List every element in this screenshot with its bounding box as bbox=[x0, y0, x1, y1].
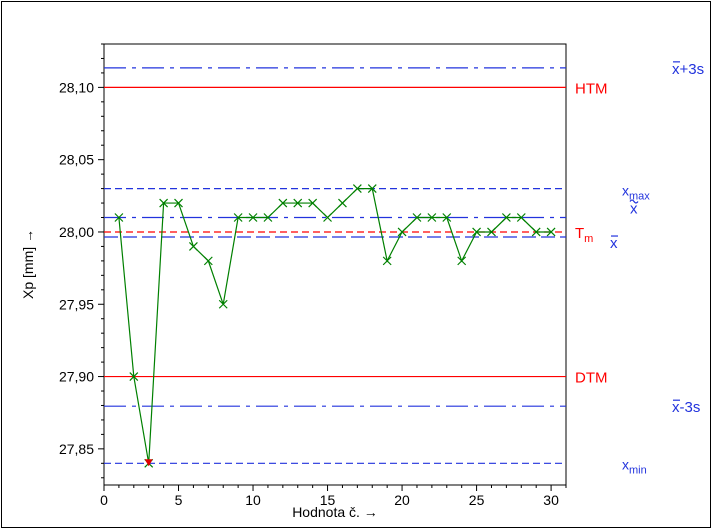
y-tick-label: 28,00 bbox=[59, 224, 94, 240]
reference-label: x bbox=[630, 201, 638, 218]
reference-label: Tm bbox=[575, 225, 593, 245]
data-point bbox=[174, 198, 183, 208]
reference-label-text: T bbox=[575, 225, 584, 242]
reference-label-text: x bbox=[630, 201, 638, 218]
data-point bbox=[218, 299, 228, 309]
data-point bbox=[382, 256, 392, 266]
reference-label-text: x bbox=[610, 235, 618, 252]
data-point bbox=[114, 213, 124, 222]
data-point bbox=[338, 198, 347, 208]
reference-label-text: x bbox=[622, 183, 629, 199]
data-point bbox=[546, 227, 556, 237]
data-point bbox=[233, 213, 243, 222]
reference-label-subscript: max bbox=[629, 191, 650, 203]
data-point bbox=[427, 213, 437, 222]
data-point bbox=[129, 372, 139, 381]
data-point bbox=[203, 256, 213, 266]
data-point bbox=[352, 184, 362, 194]
data-point bbox=[442, 213, 452, 222]
x-tick-label: 25 bbox=[469, 492, 485, 508]
data-point bbox=[248, 213, 258, 222]
data-point bbox=[367, 184, 377, 194]
reference-label: xmax bbox=[622, 183, 650, 203]
y-tick-label: 27,95 bbox=[59, 296, 94, 312]
plot-area bbox=[103, 43, 567, 486]
reference-label-prefix: x bbox=[672, 399, 680, 416]
data-point bbox=[397, 227, 407, 237]
data-point bbox=[293, 198, 303, 208]
y-axis: 27,85 27,90 27,95 28,00 28,05 28,10 bbox=[59, 43, 104, 479]
reference-label: DTM bbox=[575, 370, 608, 387]
y-axis-label: Xp [mm] → bbox=[20, 229, 36, 299]
reference-label: HTM bbox=[575, 80, 608, 97]
out-of-limit-marker bbox=[144, 459, 153, 467]
x-tick-label: 0 bbox=[100, 492, 108, 508]
y-tick-label: 28,10 bbox=[59, 79, 94, 95]
data-point bbox=[487, 227, 496, 237]
y-tick-label: 27,90 bbox=[59, 369, 94, 385]
data-point bbox=[278, 198, 288, 208]
reference-label: xmin bbox=[622, 456, 647, 476]
x-tick-label: 5 bbox=[175, 492, 183, 508]
x-tick-label: 10 bbox=[245, 492, 261, 508]
reference-label-prefix: x bbox=[672, 61, 680, 78]
data-point bbox=[412, 213, 422, 222]
data-point bbox=[531, 227, 541, 237]
data-point bbox=[188, 242, 198, 251]
x-axis-label: Hodnota č. → bbox=[292, 504, 378, 520]
series-line bbox=[118, 187, 552, 464]
data-point bbox=[308, 198, 318, 208]
data-point bbox=[323, 213, 332, 222]
reference-label-subscript: min bbox=[629, 464, 647, 476]
data-point bbox=[263, 213, 273, 222]
reference-label-text: x bbox=[622, 456, 629, 472]
x-tick-label: 15 bbox=[320, 492, 336, 508]
reference-label-text: HTM bbox=[575, 80, 608, 97]
reference-label: x-3s bbox=[672, 399, 700, 416]
reference-label-text: +3s bbox=[680, 61, 705, 78]
x-tick-label: 30 bbox=[543, 492, 559, 508]
tilde-mark bbox=[629, 199, 639, 204]
data-point bbox=[516, 213, 526, 222]
data-point bbox=[472, 227, 482, 237]
data-point bbox=[457, 256, 467, 266]
y-tick-label: 27,85 bbox=[59, 441, 94, 457]
x-tick-label: 20 bbox=[394, 492, 410, 508]
x-axis: 0 5 10 15 20 25 30 bbox=[100, 485, 567, 508]
reference-label-text: DTM bbox=[575, 370, 608, 387]
reference-label-text: -3s bbox=[680, 399, 701, 416]
reference-label: x+3s bbox=[672, 61, 704, 78]
data-point bbox=[159, 198, 169, 208]
y-tick-label: 28,05 bbox=[59, 152, 94, 168]
reference-label-subscript: m bbox=[584, 233, 593, 245]
reference-lines bbox=[104, 67, 566, 464]
series-layer bbox=[114, 184, 556, 468]
reference-label: x bbox=[610, 235, 618, 252]
data-point bbox=[501, 213, 511, 222]
